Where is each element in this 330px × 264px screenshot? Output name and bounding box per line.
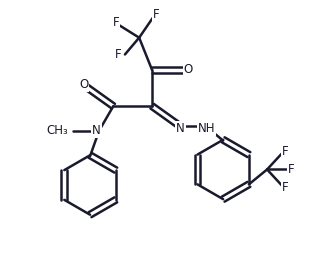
Text: F: F — [282, 145, 288, 158]
Text: CH₃: CH₃ — [46, 124, 68, 137]
Text: F: F — [288, 163, 294, 176]
Text: N: N — [176, 122, 185, 135]
Text: NH: NH — [198, 122, 215, 135]
Text: O: O — [183, 63, 193, 77]
Text: F: F — [282, 181, 288, 194]
Text: O: O — [79, 78, 88, 91]
Text: F: F — [113, 16, 119, 29]
Text: F: F — [153, 8, 159, 21]
Text: F: F — [115, 48, 122, 61]
Text: N: N — [92, 124, 101, 137]
